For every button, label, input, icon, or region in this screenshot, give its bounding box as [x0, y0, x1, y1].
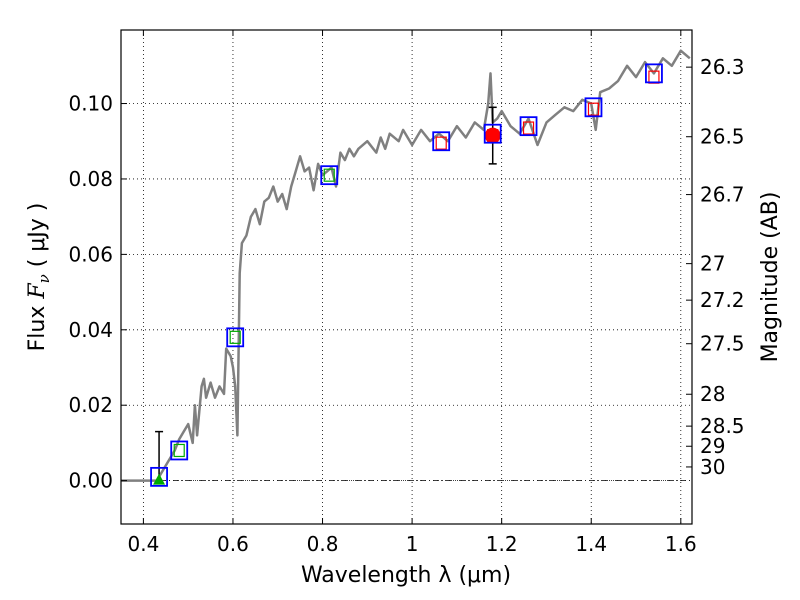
x-tick-label: 1 [406, 532, 419, 556]
observed-point [522, 121, 535, 135]
right-axis-title: Magnitude (AB) [758, 192, 783, 363]
synthetic-point [229, 330, 241, 344]
y-tick-label: 0.02 [68, 393, 113, 417]
y-tick-label: 0.00 [68, 469, 113, 493]
plot-frame [120, 29, 693, 525]
observed-point [587, 102, 600, 116]
x-tick-label: 1.4 [575, 532, 607, 556]
detection-point [484, 127, 501, 144]
y-axis-title-symbol: F [25, 283, 50, 300]
ticks: 0.4 0.6 0.8 1 1.2 1.4 1.6 0.00 0.02 0.04 0.06 0.08 0… [68, 30, 745, 556]
y-tick-label: 0.08 [68, 167, 113, 191]
x-tick-label: 1.2 [486, 532, 518, 556]
markers [150, 63, 663, 487]
y-tick-label: 0.10 [68, 92, 113, 116]
plot-area [121, 49, 691, 482]
model-point [170, 440, 189, 461]
mag-tick-label: 27.2 [700, 288, 745, 312]
model-point [584, 97, 603, 118]
x-tick-label: 1.6 [665, 532, 697, 556]
model-point [645, 63, 663, 84]
mag-tick-label: 26.7 [700, 183, 745, 207]
model-point [519, 116, 538, 137]
model-point [150, 466, 168, 487]
synthetic-point [173, 443, 185, 458]
mag-tick-label: 26.3 [700, 55, 745, 79]
model-point [320, 165, 339, 186]
x-axis-title: Wavelength λ (μm) [301, 563, 511, 588]
x-tick-label: 0.8 [307, 532, 339, 556]
y-axis-title-suffix: ( μJy ) [25, 203, 50, 275]
y-axis-title-subscript: ν [35, 274, 53, 283]
mag-tick-label: 28 [700, 382, 725, 406]
model-point [432, 131, 451, 152]
mag-tick-label: 28.5 [700, 414, 745, 438]
y-axis-title: Flux Fν ( μJy ) [25, 203, 53, 352]
model-point [483, 123, 502, 144]
model-point [226, 327, 245, 348]
x-tick-label: 0.4 [127, 532, 159, 556]
mag-tick-label: 27 [700, 252, 725, 276]
observed-point [435, 136, 447, 150]
mag-tick-label: 29 [700, 434, 725, 458]
model-spectrum-line [121, 49, 691, 482]
mag-tick-label: 26.5 [700, 125, 745, 149]
x-tick-label: 0.6 [217, 532, 249, 556]
y-axis-title-prefix: Flux [25, 299, 50, 352]
upper-limit-marker [153, 473, 166, 485]
mag-tick-label: 30 [700, 455, 725, 479]
mag-tick-label: 27.5 [700, 332, 745, 356]
synthetic-point [323, 168, 335, 182]
y-tick-label: 0.06 [68, 242, 113, 266]
y-tick-label: 0.04 [68, 318, 113, 342]
